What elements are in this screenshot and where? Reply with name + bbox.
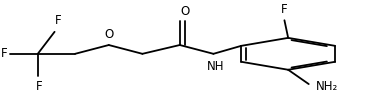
Text: F: F [36, 80, 43, 93]
Text: F: F [55, 14, 62, 27]
Text: NH₂: NH₂ [316, 80, 338, 93]
Text: F: F [281, 3, 288, 16]
Text: F: F [1, 47, 8, 60]
Text: O: O [104, 28, 114, 41]
Text: NH: NH [206, 60, 224, 73]
Text: O: O [181, 5, 190, 18]
